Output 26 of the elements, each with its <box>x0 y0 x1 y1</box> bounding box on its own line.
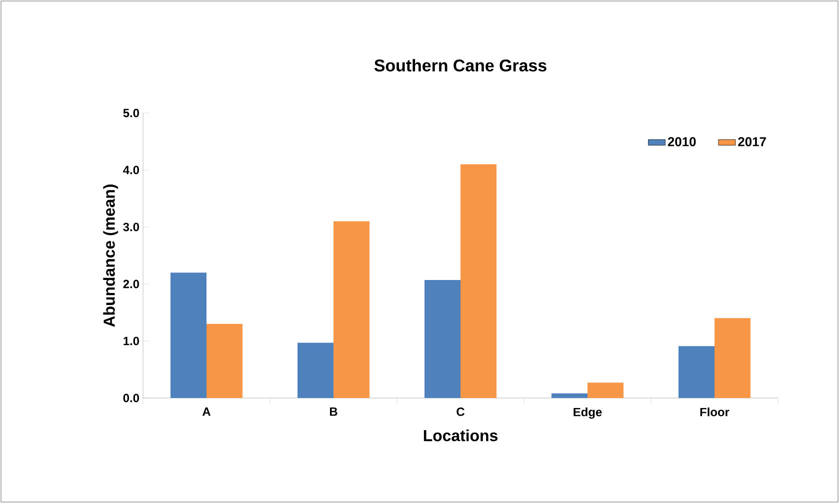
bar <box>714 318 751 398</box>
x-tick-label: Edge <box>574 408 602 419</box>
legend-label: 2010 <box>668 137 696 146</box>
y-tick-label: 1.0 <box>124 336 139 346</box>
y-axis-title: Abundance (mean) <box>103 184 118 327</box>
bar <box>552 393 588 398</box>
y-tick-label: 2.0 <box>123 280 139 288</box>
x-tick-label: Floor <box>700 408 730 416</box>
bar <box>206 324 243 398</box>
bar <box>170 272 207 398</box>
bar <box>460 164 497 398</box>
y-tick-label: 5.0 <box>123 108 139 118</box>
bar <box>678 346 715 398</box>
x-tick-label: B <box>330 408 338 416</box>
bar <box>588 382 624 398</box>
x-tick-label: C <box>456 408 464 416</box>
y-tick-label: 0.0 <box>123 394 139 402</box>
bar <box>424 280 461 398</box>
legend-label: 2017 <box>738 137 766 146</box>
x-axis-title: Locations <box>424 430 498 442</box>
y-tick-label: 4.0 <box>123 166 139 174</box>
y-tick-label: 3.0 <box>123 222 139 232</box>
bar <box>298 342 334 398</box>
bar <box>334 221 370 398</box>
chart-title: Southern Cane Grass <box>374 59 546 72</box>
x-tick-label: A <box>202 408 211 416</box>
